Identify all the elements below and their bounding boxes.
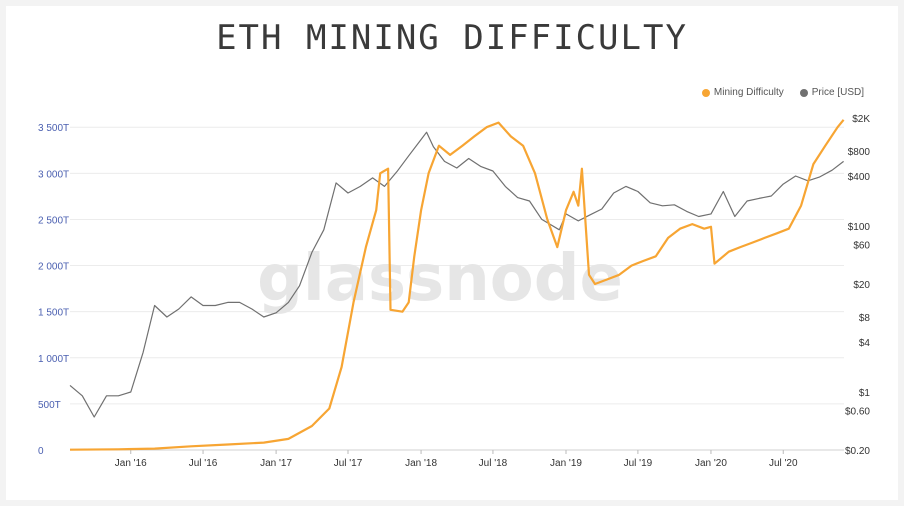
series-line-mining-difficulty — [69, 119, 845, 451]
y-left-tick-label: 2 500T — [38, 215, 69, 226]
chart-card — [6, 6, 898, 500]
legend-label-price: Price [USD] — [811, 87, 864, 98]
y-right-tick-label: $400 — [848, 172, 871, 183]
y-right-tick-label: $0.20 — [845, 446, 870, 457]
legend-item-difficulty[interactable]: Mining Difficulty — [701, 87, 784, 98]
y-left-tick-label: 1 500T — [38, 308, 69, 319]
y-right-tick-label: $1 — [859, 388, 871, 399]
chart-legend: Mining Difficulty Price [USD] — [701, 87, 864, 98]
series-line-price — [69, 131, 844, 418]
watermark: glassnode — [257, 242, 623, 316]
y-left-tick-label: 1 000T — [38, 354, 69, 365]
y-right-tick-label: $100 — [848, 222, 871, 233]
y-right-tick-label: $20 — [853, 280, 870, 291]
x-tick-label: Jan '16 — [115, 458, 147, 469]
y-right-tick-label: $2K — [852, 114, 870, 125]
y-right-axis: $0.20 $0.60 $1 $4 $8 $20 $60 $100 $400 $800 $2K — [845, 114, 870, 457]
legend-label-difficulty: Mining Difficulty — [713, 87, 784, 98]
y-right-tick-label: $60 — [853, 240, 870, 251]
x-tick-label: Jan '20 — [695, 458, 727, 469]
y-right-tick-label: $800 — [848, 147, 871, 158]
x-tick-label: Jul '16 — [189, 458, 218, 469]
x-tick-label: Jul '19 — [624, 458, 653, 469]
grid-lines — [70, 126, 844, 451]
x-tick-label: Jan '19 — [550, 458, 582, 469]
x-axis: Jan '16 Jul '16 Jan '17 Jul '17 Jan '18 Jul '… — [115, 450, 798, 469]
x-tick-label: Jan '17 — [260, 458, 292, 469]
legend-dot-price — [799, 88, 808, 97]
legend-dot-difficulty — [701, 88, 710, 97]
x-tick-label: Jan '18 — [405, 458, 437, 469]
y-right-tick-label: $4 — [859, 338, 871, 349]
x-tick-label: Jul '18 — [479, 458, 508, 469]
y-left-tick-label: 2 000T — [38, 262, 69, 273]
y-left-tick-label: 500T — [38, 400, 61, 411]
y-left-tick-label: 3 000T — [38, 169, 69, 180]
chart-title: ETH MINING DIFFICULTY — [216, 18, 688, 58]
y-left-tick-label: 3 500T — [38, 123, 69, 134]
series-lines — [69, 119, 845, 451]
y-right-tick-label: $0.60 — [845, 406, 870, 417]
x-tick-label: Jul '17 — [334, 458, 363, 469]
y-left-axis: 0 500T 1 000T 1 500T 2 000T 2 500T 3 000T 3 500… — [38, 123, 69, 457]
legend-item-price[interactable]: Price [USD] — [799, 87, 864, 98]
y-left-tick-label: 0 — [38, 446, 44, 457]
x-tick-label: Jul '20 — [769, 458, 798, 469]
y-right-tick-label: $8 — [859, 313, 871, 324]
